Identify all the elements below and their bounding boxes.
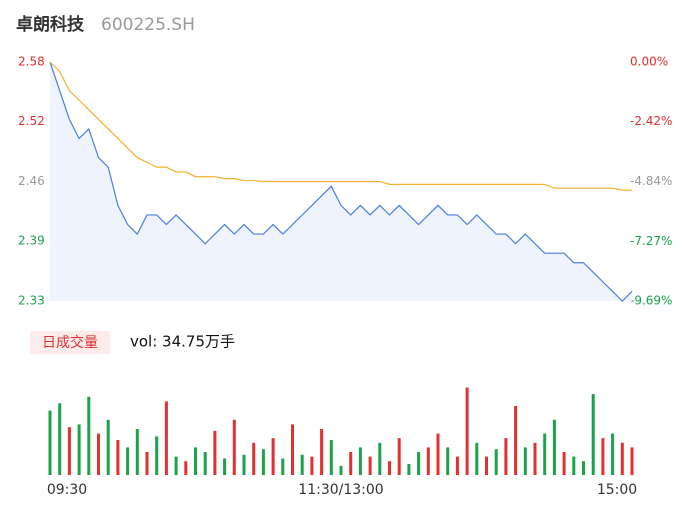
volume-bar (203, 452, 207, 475)
volume-bar (485, 456, 488, 475)
volume-bar (494, 449, 498, 475)
volume-bar (475, 442, 479, 475)
volume-bar (436, 433, 440, 475)
volume-bar (514, 406, 518, 475)
volume-bar (552, 419, 556, 475)
volume-bar (446, 447, 450, 475)
volume-bar (300, 454, 304, 475)
volume-bar (465, 387, 469, 475)
volume-bar (611, 433, 615, 475)
volume-bar (242, 454, 246, 475)
volume-bar (562, 452, 566, 475)
volume-bar (533, 442, 537, 475)
volume-bar (174, 456, 178, 475)
price-line (49, 61, 633, 302)
x-tick-label: 11:30/13:00 (298, 482, 383, 498)
y2-tick-label: -7.27% (630, 234, 672, 248)
y2-tick-label: -4.84% (630, 174, 672, 188)
volume-tag-bg (30, 331, 110, 354)
volume-bar (271, 438, 275, 475)
volume-bar (58, 403, 62, 475)
y2-tick-label: -2.42% (630, 114, 672, 128)
volume-bar (543, 433, 547, 475)
volume-bar (368, 456, 372, 475)
volume-bar (630, 447, 634, 475)
volume-tag: 日成交量 (42, 334, 98, 351)
x-tick-label: 09:30 (47, 482, 87, 498)
volume-bar (591, 394, 595, 475)
volume-bar (97, 433, 100, 475)
volume-bar (582, 461, 585, 475)
volume-bar (358, 447, 362, 475)
y-tick-label: 2.39 (18, 234, 45, 248)
volume-bar (417, 452, 421, 475)
volume-total: vol: 34.75万手 (130, 333, 235, 351)
volume-bar (397, 438, 401, 475)
x-tick-label: 15:00 (597, 482, 637, 498)
y2-tick-label: -9.69% (630, 294, 672, 308)
volume-bar (106, 419, 110, 475)
volume-bar (164, 401, 168, 475)
volume-bar (407, 463, 411, 475)
volume-bar (320, 429, 324, 475)
price-area (50, 62, 632, 301)
average-line (49, 61, 632, 191)
volume-bar (48, 410, 52, 475)
volume-bar (339, 465, 343, 475)
volume-bar (126, 447, 130, 475)
volume-bar (329, 440, 333, 475)
volume-bar (455, 456, 459, 475)
volume-bar (135, 429, 139, 475)
volume-bar (67, 427, 71, 475)
volume-bar (87, 396, 91, 475)
volume-bar (232, 419, 236, 475)
volume-bar (281, 458, 285, 475)
volume-bar (601, 438, 605, 475)
volume-bar (145, 452, 149, 475)
volume-bar (77, 424, 81, 475)
volume-bar (194, 447, 197, 475)
stock-code: 600225.SH (101, 15, 195, 35)
y2-tick-label: 0.00% (630, 55, 668, 69)
volume-bar (378, 442, 382, 475)
volume-bar (252, 442, 256, 475)
volume-bar (310, 456, 314, 475)
volume-bar (349, 452, 353, 475)
volume-bar (184, 461, 188, 475)
volume-bar (291, 424, 294, 475)
y-tick-label: 2.46 (18, 174, 45, 188)
stock-name: 卓朗科技 (16, 14, 85, 35)
volume-bar (388, 461, 391, 475)
volume-bar (155, 436, 159, 475)
volume-bar (620, 442, 624, 475)
y-tick-label: 2.58 (18, 55, 45, 69)
volume-bar (426, 447, 430, 475)
volume-bar (116, 440, 120, 475)
volume-bar (572, 456, 576, 475)
volume-bar (223, 458, 227, 475)
volume-bar (523, 447, 527, 475)
volume-bar (504, 438, 508, 475)
volume-bar (261, 449, 265, 475)
y-tick-label: 2.33 (18, 294, 45, 308)
y-tick-label: 2.52 (18, 114, 45, 128)
volume-bar (213, 430, 217, 475)
